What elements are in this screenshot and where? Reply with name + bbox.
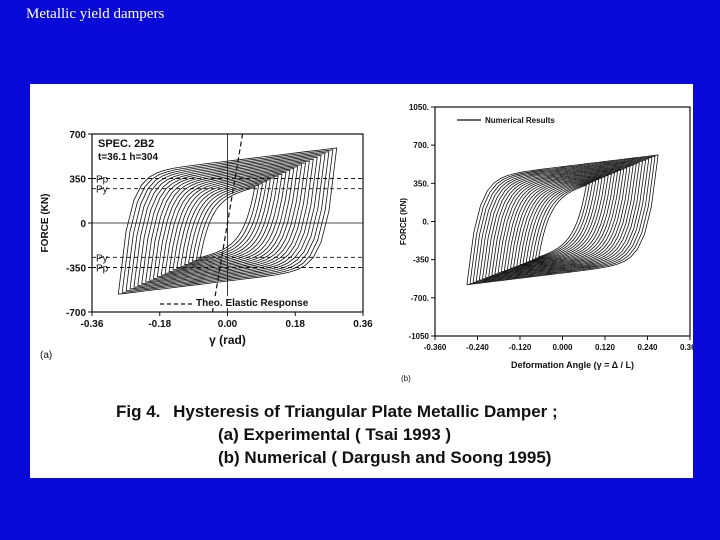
chart-a-x-tick-label: -0.18 (148, 319, 171, 330)
chart-b-y-tick-label: 1050. (409, 103, 429, 112)
chart-a-x-axis-label: γ (rad) (209, 333, 246, 347)
chart-a-loop (188, 180, 267, 264)
chart-a-ref-label: Py (96, 185, 108, 196)
chart-a-loop (195, 185, 260, 260)
chart-b-loop (494, 166, 631, 275)
chart-a-loop (156, 166, 299, 278)
chart-a-loop (184, 179, 271, 266)
chart-a-loop (149, 162, 306, 281)
figure-caption: Fig 4. Hysteresis of Triangular Plate Me… (116, 400, 676, 469)
chart-b-x-axis-label: Deformation Angle (γ = Δ / L) (511, 360, 634, 370)
chart-a-loop (164, 169, 291, 274)
chart-a-loop (141, 158, 314, 285)
caption-title: Hysteresis of Triangular Plate Metallic … (173, 402, 558, 421)
chart-a-elastic-line (211, 133, 244, 313)
chart-a-x-tick-label: -0.36 (81, 319, 104, 330)
chart-b-loop (469, 155, 656, 284)
caption-fig-label: Fig 4. (116, 402, 161, 421)
chart-b-y-tick-label: 700. (413, 141, 429, 150)
chart-a-loop (145, 160, 310, 283)
figure-panel: Pp Py Py Pp 700 350 0 -350 -700 -0.36 -0.18 0.00 0.1… (30, 84, 693, 478)
chart-b-x-tick-label: 0.000 (552, 343, 573, 352)
chart-b-x-tick-label: 0.360 (680, 343, 693, 352)
chart-b-frame (434, 106, 691, 337)
slide-title: Metallic yield dampers (26, 6, 165, 22)
chart-a-loop (172, 173, 283, 271)
chart-a-ref-label: Pp (96, 175, 109, 186)
chart-a-x-tick-label: 0.18 (286, 319, 306, 330)
chart-b-loop (466, 154, 659, 286)
chart-b-panel-label: (b) (401, 374, 411, 383)
chart-b (431, 106, 691, 340)
chart-b-x-tick-label: 0.240 (637, 343, 658, 352)
chart-b-x-tick-label: -0.240 (466, 343, 489, 352)
chart-a-annotation: t=36.1 h=304 (98, 152, 158, 163)
chart-b-loop (528, 180, 597, 262)
chart-a-loop (129, 153, 326, 290)
chart-b-loop (475, 158, 650, 282)
chart-a-loop (199, 187, 256, 259)
chart-b-loop (510, 172, 615, 269)
chart-a-loop (153, 164, 303, 280)
chart-a-loop (192, 183, 264, 262)
chart-a-loop (121, 149, 334, 293)
chart-b-x-tick-label: 0.120 (595, 343, 616, 352)
chart-b-y-tick-label: -350 (413, 256, 430, 265)
chart-a-loop (117, 147, 338, 295)
chart-b-y-tick-label: 0. (422, 218, 429, 227)
chart-a-loop (125, 151, 330, 292)
chart-a-loop (180, 177, 275, 267)
chart-b-loop (522, 177, 603, 264)
chart-b-loop (488, 163, 637, 277)
chart-b-loop (513, 173, 612, 268)
chart-b-loop (532, 181, 593, 261)
chart-a-loop (176, 175, 279, 269)
chart-b-x-tick-label: -0.120 (509, 343, 532, 352)
chart-b-loop (503, 169, 622, 272)
chart-b-loop (472, 157, 653, 283)
chart-b-loop (482, 160, 643, 280)
chart-b-loop (497, 167, 628, 274)
chart-a-y-tick-label: 0 (80, 219, 86, 230)
chart-b-y-tick-label: -700. (411, 294, 429, 303)
chart-a-legend-label: Theo. Elastic Response (196, 298, 309, 309)
chart-a-y-tick-label: -700 (66, 308, 86, 319)
chart-b-loop (525, 179, 600, 263)
chart-a-ref-label: Py (96, 253, 108, 264)
chart-b-loop (500, 168, 625, 273)
chart-b-loop (516, 175, 609, 267)
chart-b-y-tick-label: 350. (413, 179, 429, 188)
chart-a-loop (168, 171, 287, 273)
chart-b-loop (535, 183, 590, 259)
chart-a (88, 133, 364, 316)
caption-line-a: (a) Experimental ( Tsai 1993 ) (218, 425, 452, 444)
chart-b-legend-label: Numerical Results (485, 116, 555, 125)
chart-a-loop (137, 156, 318, 286)
chart-b-loop (485, 162, 640, 279)
chart-a-panel-label: (a) (40, 350, 52, 361)
chart-a-ref-label: Pp (96, 264, 109, 275)
chart-a-loop (133, 154, 322, 288)
chart-a-x-tick-label: 0.36 (353, 319, 373, 330)
chart-b-y-axis-label: FORCE (KN) (399, 198, 408, 245)
chart-a-annotation: SPEC. 2B2 (98, 138, 154, 150)
chart-b-loop (519, 176, 606, 266)
chart-a-y-tick-label: 700 (69, 130, 86, 141)
chart-a-legend-bg (194, 296, 340, 308)
chart-a-y-axis-label: FORCE (KN) (40, 194, 51, 253)
chart-b-y-tick-label: -1050 (409, 332, 430, 341)
chart-b-x-tick-label: -0.360 (424, 343, 447, 352)
chart-a-y-tick-label: -350 (66, 264, 86, 275)
chart-a-loop (160, 168, 295, 276)
chart-a-y-tick-label: 350 (69, 175, 86, 186)
chart-b-loop (507, 171, 619, 270)
chart-b-loop (491, 164, 634, 276)
caption-line-b: (b) Numerical ( Dargush and Soong 1995) (218, 448, 552, 467)
chart-a-x-tick-label: 0.00 (218, 319, 238, 330)
chart-b-loop (478, 159, 647, 281)
